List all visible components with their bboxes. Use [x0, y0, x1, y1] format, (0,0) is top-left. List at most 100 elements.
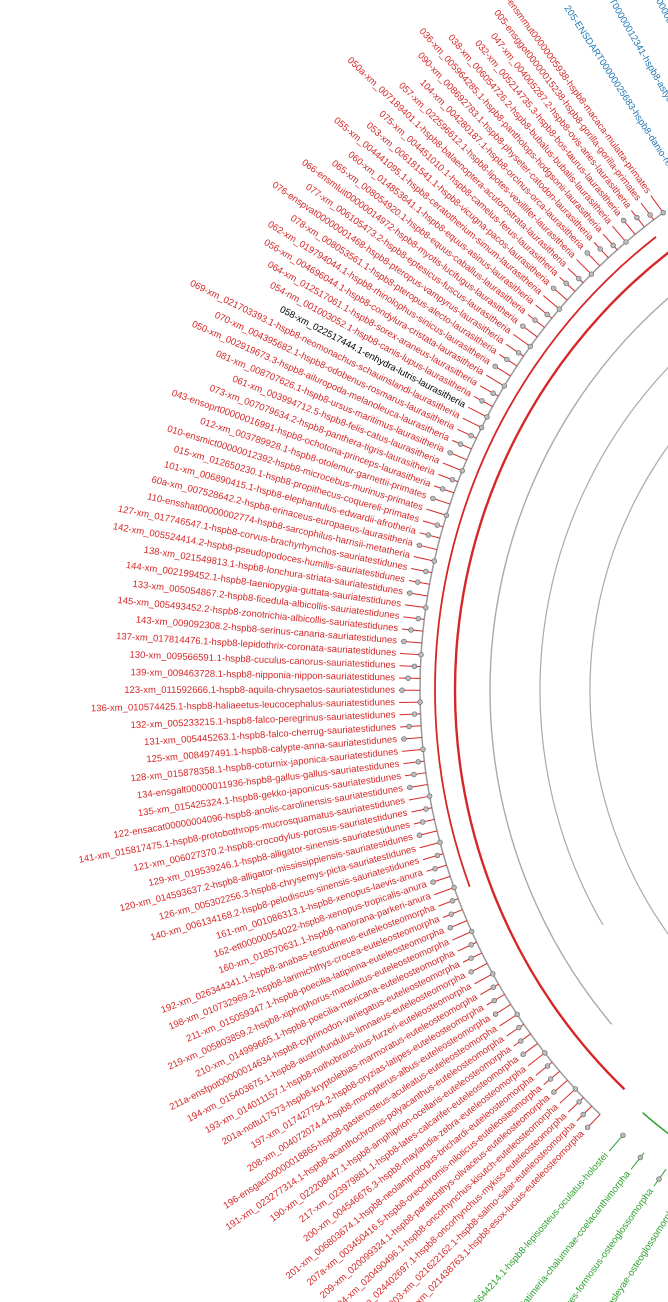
node: [550, 285, 557, 291]
leaf-labels: 192b-ENSCARI00000009553-hspb8-chondricht…: [78, 0, 668, 1302]
node: [405, 675, 411, 681]
node: [597, 246, 603, 252]
node: [415, 759, 422, 765]
branch: [567, 1097, 584, 1113]
node: [459, 468, 465, 474]
branch: [468, 406, 488, 418]
branch: [535, 1061, 553, 1076]
branch: [434, 887, 455, 896]
node: [415, 615, 421, 622]
node: [434, 852, 441, 859]
node: [490, 971, 496, 977]
node: [580, 1111, 586, 1118]
node: [527, 343, 534, 350]
node: [430, 879, 436, 885]
node: [418, 652, 424, 658]
node: [484, 414, 490, 420]
branch: [442, 462, 463, 472]
node: [468, 955, 474, 961]
node: [437, 839, 443, 846]
branch: [403, 616, 425, 620]
node: [491, 997, 497, 1004]
branch: [404, 604, 426, 609]
node: [439, 486, 446, 492]
node: [504, 356, 510, 363]
branch-arc: [434, 236, 657, 887]
branch: [527, 1052, 546, 1067]
node: [544, 1063, 551, 1069]
branch-arc: [419, 212, 664, 1115]
node: [547, 1076, 554, 1082]
branch-arc: [642, 1112, 668, 1135]
branch: [438, 473, 459, 483]
node: [447, 450, 453, 456]
node: [457, 441, 464, 447]
node: [468, 942, 474, 948]
branch: [630, 1152, 645, 1170]
node: [468, 432, 474, 439]
node: [623, 239, 629, 245]
branch-arc: [453, 251, 668, 1091]
branch: [422, 853, 444, 861]
node: [501, 383, 508, 389]
leaf-label: 123-xm_011592666.1-hspb8-aquila-chrysaet…: [124, 685, 395, 696]
branch: [419, 841, 441, 849]
leaf-label: 139-xm_009463728.1-hspb8-nipponia-nippon…: [130, 667, 395, 683]
branch: [602, 233, 618, 251]
node: [532, 317, 538, 323]
branch: [438, 898, 459, 907]
node: [656, 1176, 662, 1182]
branch-arc: [489, 297, 668, 1025]
branch: [576, 259, 592, 275]
node: [423, 604, 429, 611]
node: [544, 311, 550, 318]
branch: [400, 652, 422, 656]
node: [479, 398, 485, 404]
node: [420, 746, 426, 753]
node: [520, 1051, 526, 1057]
branch: [512, 333, 531, 347]
node: [423, 806, 429, 812]
node: [637, 1154, 644, 1161]
node: [647, 212, 653, 218]
node: [416, 832, 423, 838]
node: [411, 663, 418, 670]
branch: [452, 931, 472, 941]
node: [516, 1024, 522, 1031]
node: [556, 306, 563, 312]
node: [432, 865, 438, 872]
branch: [505, 343, 524, 357]
branch-arc: [539, 366, 668, 926]
node: [407, 784, 413, 791]
branch: [399, 665, 421, 668]
node: [401, 736, 407, 742]
branch-arc: [589, 445, 668, 935]
node: [563, 280, 569, 286]
branch: [457, 941, 477, 952]
branch: [408, 795, 430, 801]
node: [399, 687, 405, 693]
branch: [567, 267, 584, 284]
branch: [402, 748, 424, 752]
branch: [535, 304, 553, 319]
node: [610, 242, 616, 249]
branch: [640, 202, 655, 221]
node: [417, 699, 423, 705]
node: [448, 911, 454, 917]
node: [514, 1011, 520, 1018]
branches: [398, 195, 668, 1187]
branch: [413, 556, 435, 562]
branch: [479, 385, 499, 397]
node: [620, 1132, 626, 1138]
node: [451, 884, 457, 891]
branch: [499, 1013, 518, 1027]
node: [634, 214, 640, 221]
node: [411, 711, 418, 717]
node: [478, 424, 485, 431]
node: [423, 568, 429, 575]
branch: [559, 1088, 576, 1104]
node: [542, 1050, 548, 1056]
node: [407, 590, 413, 596]
